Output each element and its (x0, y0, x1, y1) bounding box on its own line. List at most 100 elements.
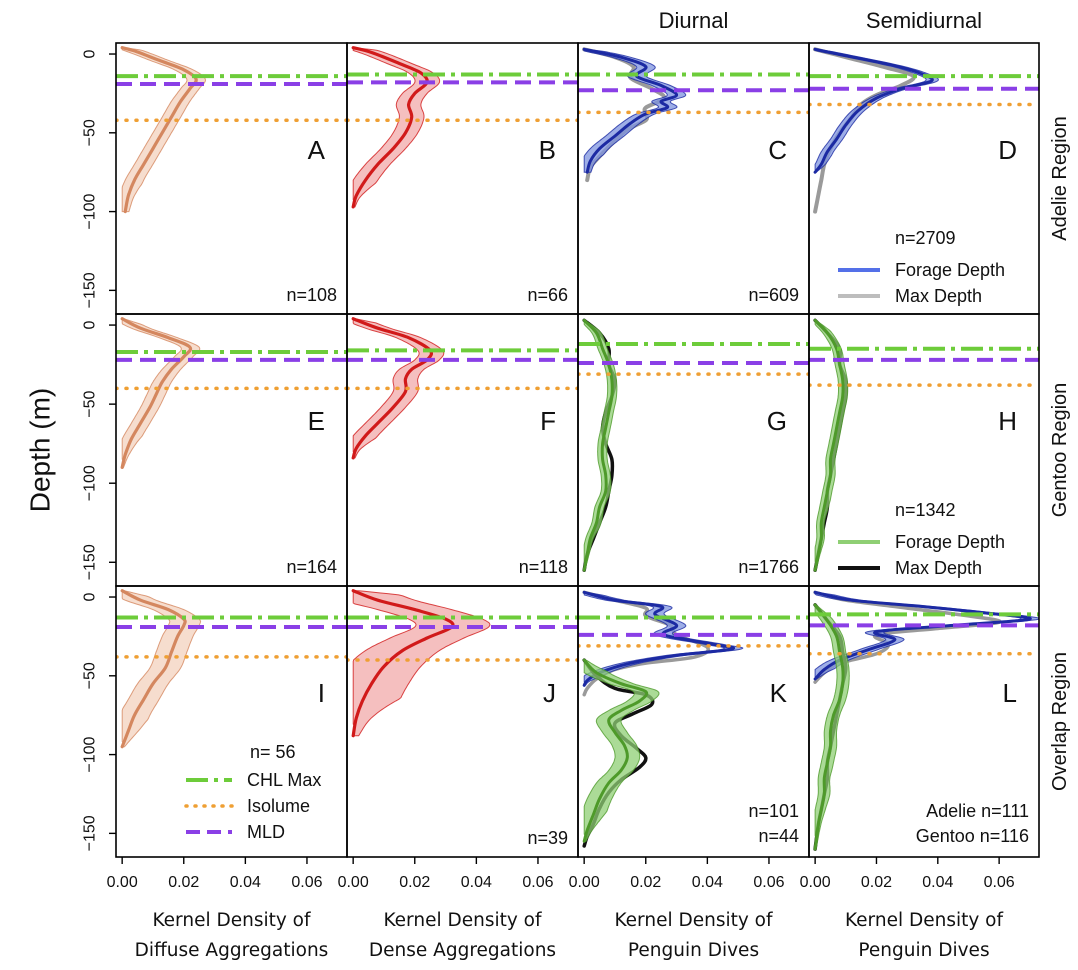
x-tick-label: 0.06 (984, 874, 1015, 891)
x-tick-label: 0.00 (338, 874, 369, 891)
panel-g-forage-band (583, 319, 618, 571)
x-tick-label: 0.02 (399, 874, 430, 891)
gentoo-legend-max-label: Max Depth (895, 558, 982, 578)
panel-k-gentoo_forage-band (583, 659, 660, 842)
panel-f-frame (346, 313, 579, 587)
panel-d-forage-band (813, 48, 939, 173)
panel-f-plot (347, 317, 578, 460)
panel-k-plot (578, 590, 809, 848)
x-axis-title-line1: Kernel Density of (152, 910, 311, 931)
y-tick-label: −100 (82, 736, 99, 772)
panel-i-plot (116, 589, 347, 749)
y-axis-title: Depth (m) (25, 388, 56, 512)
y-tick-label: −50 (82, 119, 99, 146)
panel-i-mean-line (120, 589, 187, 749)
panel-k-gentoo-n: n=44 (758, 826, 799, 846)
panel-d-max-line (813, 47, 916, 214)
adelie-legend-n: n=2709 (895, 228, 956, 248)
panel-g-forage-line (582, 318, 614, 572)
panel-l-frame (808, 585, 1040, 858)
x-tick-label: 0.06 (753, 874, 784, 891)
panel-j-n-label: n=39 (527, 828, 568, 848)
x-tick-label: 0.02 (168, 874, 199, 891)
y-tick-label: −150 (82, 815, 99, 851)
panel-e-plot (116, 317, 347, 469)
panel-f-n-label: n=118 (519, 557, 568, 577)
panel-i-mean-band (120, 590, 202, 748)
adelie-legend-max-label: Max Depth (895, 286, 982, 306)
x-axis-title-line1: Kernel Density of (383, 910, 542, 931)
y-tick-label: −50 (82, 662, 99, 689)
row-label-gentoo: Gentoo Region (1049, 383, 1071, 518)
panel-a-mean-line (120, 46, 198, 214)
x-tick-label: 0.00 (569, 874, 600, 891)
x-axis-title-line1: Kernel Density of (845, 910, 1004, 931)
column-header-semidiurnal: Semidiurnal (866, 8, 982, 33)
panel-c-plot (578, 47, 809, 183)
panel-b-plot (347, 46, 578, 209)
y-tick-label: −100 (82, 193, 99, 229)
panel-e-letter: E (308, 406, 325, 436)
ref-legend-chl-label: CHL Max (247, 770, 321, 790)
panel-f-letter: F (540, 406, 556, 436)
column-header-diurnal: Diurnal (659, 8, 729, 33)
x-tick-label: 0.04 (692, 874, 723, 891)
panel-l-gentoo-n: Gentoo n=116 (916, 826, 1029, 846)
panel-j-plot (347, 589, 578, 738)
x-axis-title-line1: Kernel Density of (614, 910, 773, 931)
y-tick-label: 0 (82, 321, 99, 330)
panel-a-plot (116, 46, 347, 214)
x-tick-label: 0.06 (522, 874, 553, 891)
text-layer: An=108 Bn=66 Cn=609 D En=164 Fn=118 Gn=1766 H I J… (25, 8, 1072, 961)
x-tick-label: 0.00 (107, 874, 138, 891)
x-tick-label: 0.04 (922, 874, 953, 891)
panel-e-n-label: n=164 (286, 557, 337, 577)
panel-d-plot (809, 47, 1039, 214)
panel-a-n-label: n=108 (286, 285, 337, 305)
panel-a-letter: A (308, 135, 326, 165)
row-label-overlap: Overlap Region (1049, 652, 1071, 791)
panel-j-letter: J (543, 678, 556, 708)
panel-e-mean-line (120, 317, 193, 469)
y-tick-label: 0 (82, 592, 99, 601)
ref-legend-mld-label: MLD (247, 822, 285, 842)
x-tick-label: 0.04 (461, 874, 492, 891)
panel-b-letter: B (539, 135, 556, 165)
panel-g-frame (577, 313, 810, 587)
x-tick-label: 0.02 (861, 874, 892, 891)
gentoo-legend-n: n=1342 (895, 500, 956, 520)
x-tick-label: 0.02 (630, 874, 661, 891)
panel-l-plot (809, 590, 1039, 851)
panel-i-letter: I (318, 678, 325, 708)
panel-l-letter: L (1003, 678, 1017, 708)
x-axis-title-line2: Dense Aggregations (369, 940, 556, 961)
y-tick-label: −50 (82, 390, 99, 417)
x-tick-label: 0.04 (230, 874, 261, 891)
panel-b-mean-line (351, 46, 429, 209)
panel-c-letter: C (768, 135, 787, 165)
panel-k-adelie-n: n=101 (748, 801, 799, 821)
panel-c-n-label: n=609 (748, 285, 799, 305)
panel-g-n-label: n=1766 (738, 557, 799, 577)
x-axis-title-line2: Diffuse Aggregations (135, 940, 329, 961)
panel-b-n-label: n=66 (527, 285, 568, 305)
x-tick-label: 0.00 (800, 874, 831, 891)
panel-h-plot (809, 318, 1039, 572)
panel-frames (109, 42, 1040, 864)
x-tick-label: 0.06 (291, 874, 322, 891)
panel-l-gentoo_forage-line (813, 603, 845, 851)
panel-f-mean-line (351, 317, 434, 460)
row-label-adelie: Adelie Region (1049, 116, 1071, 241)
panel-l-adelie-n: Adelie n=111 (926, 801, 1029, 821)
panel-b-mean-band (352, 47, 441, 208)
panel-d-forage-line (813, 47, 934, 174)
panel-e-mean-band (120, 318, 201, 468)
y-tick-label: −150 (82, 272, 99, 308)
panel-e-frame (115, 313, 348, 587)
y-tick-label: −100 (82, 465, 99, 501)
y-tick-label: 0 (82, 49, 99, 58)
gentoo-legend-forage-label: Forage Depth (895, 532, 1005, 552)
ref-legend-n: n= 56 (250, 742, 296, 762)
x-axis-title-line2: Penguin Dives (628, 940, 759, 961)
